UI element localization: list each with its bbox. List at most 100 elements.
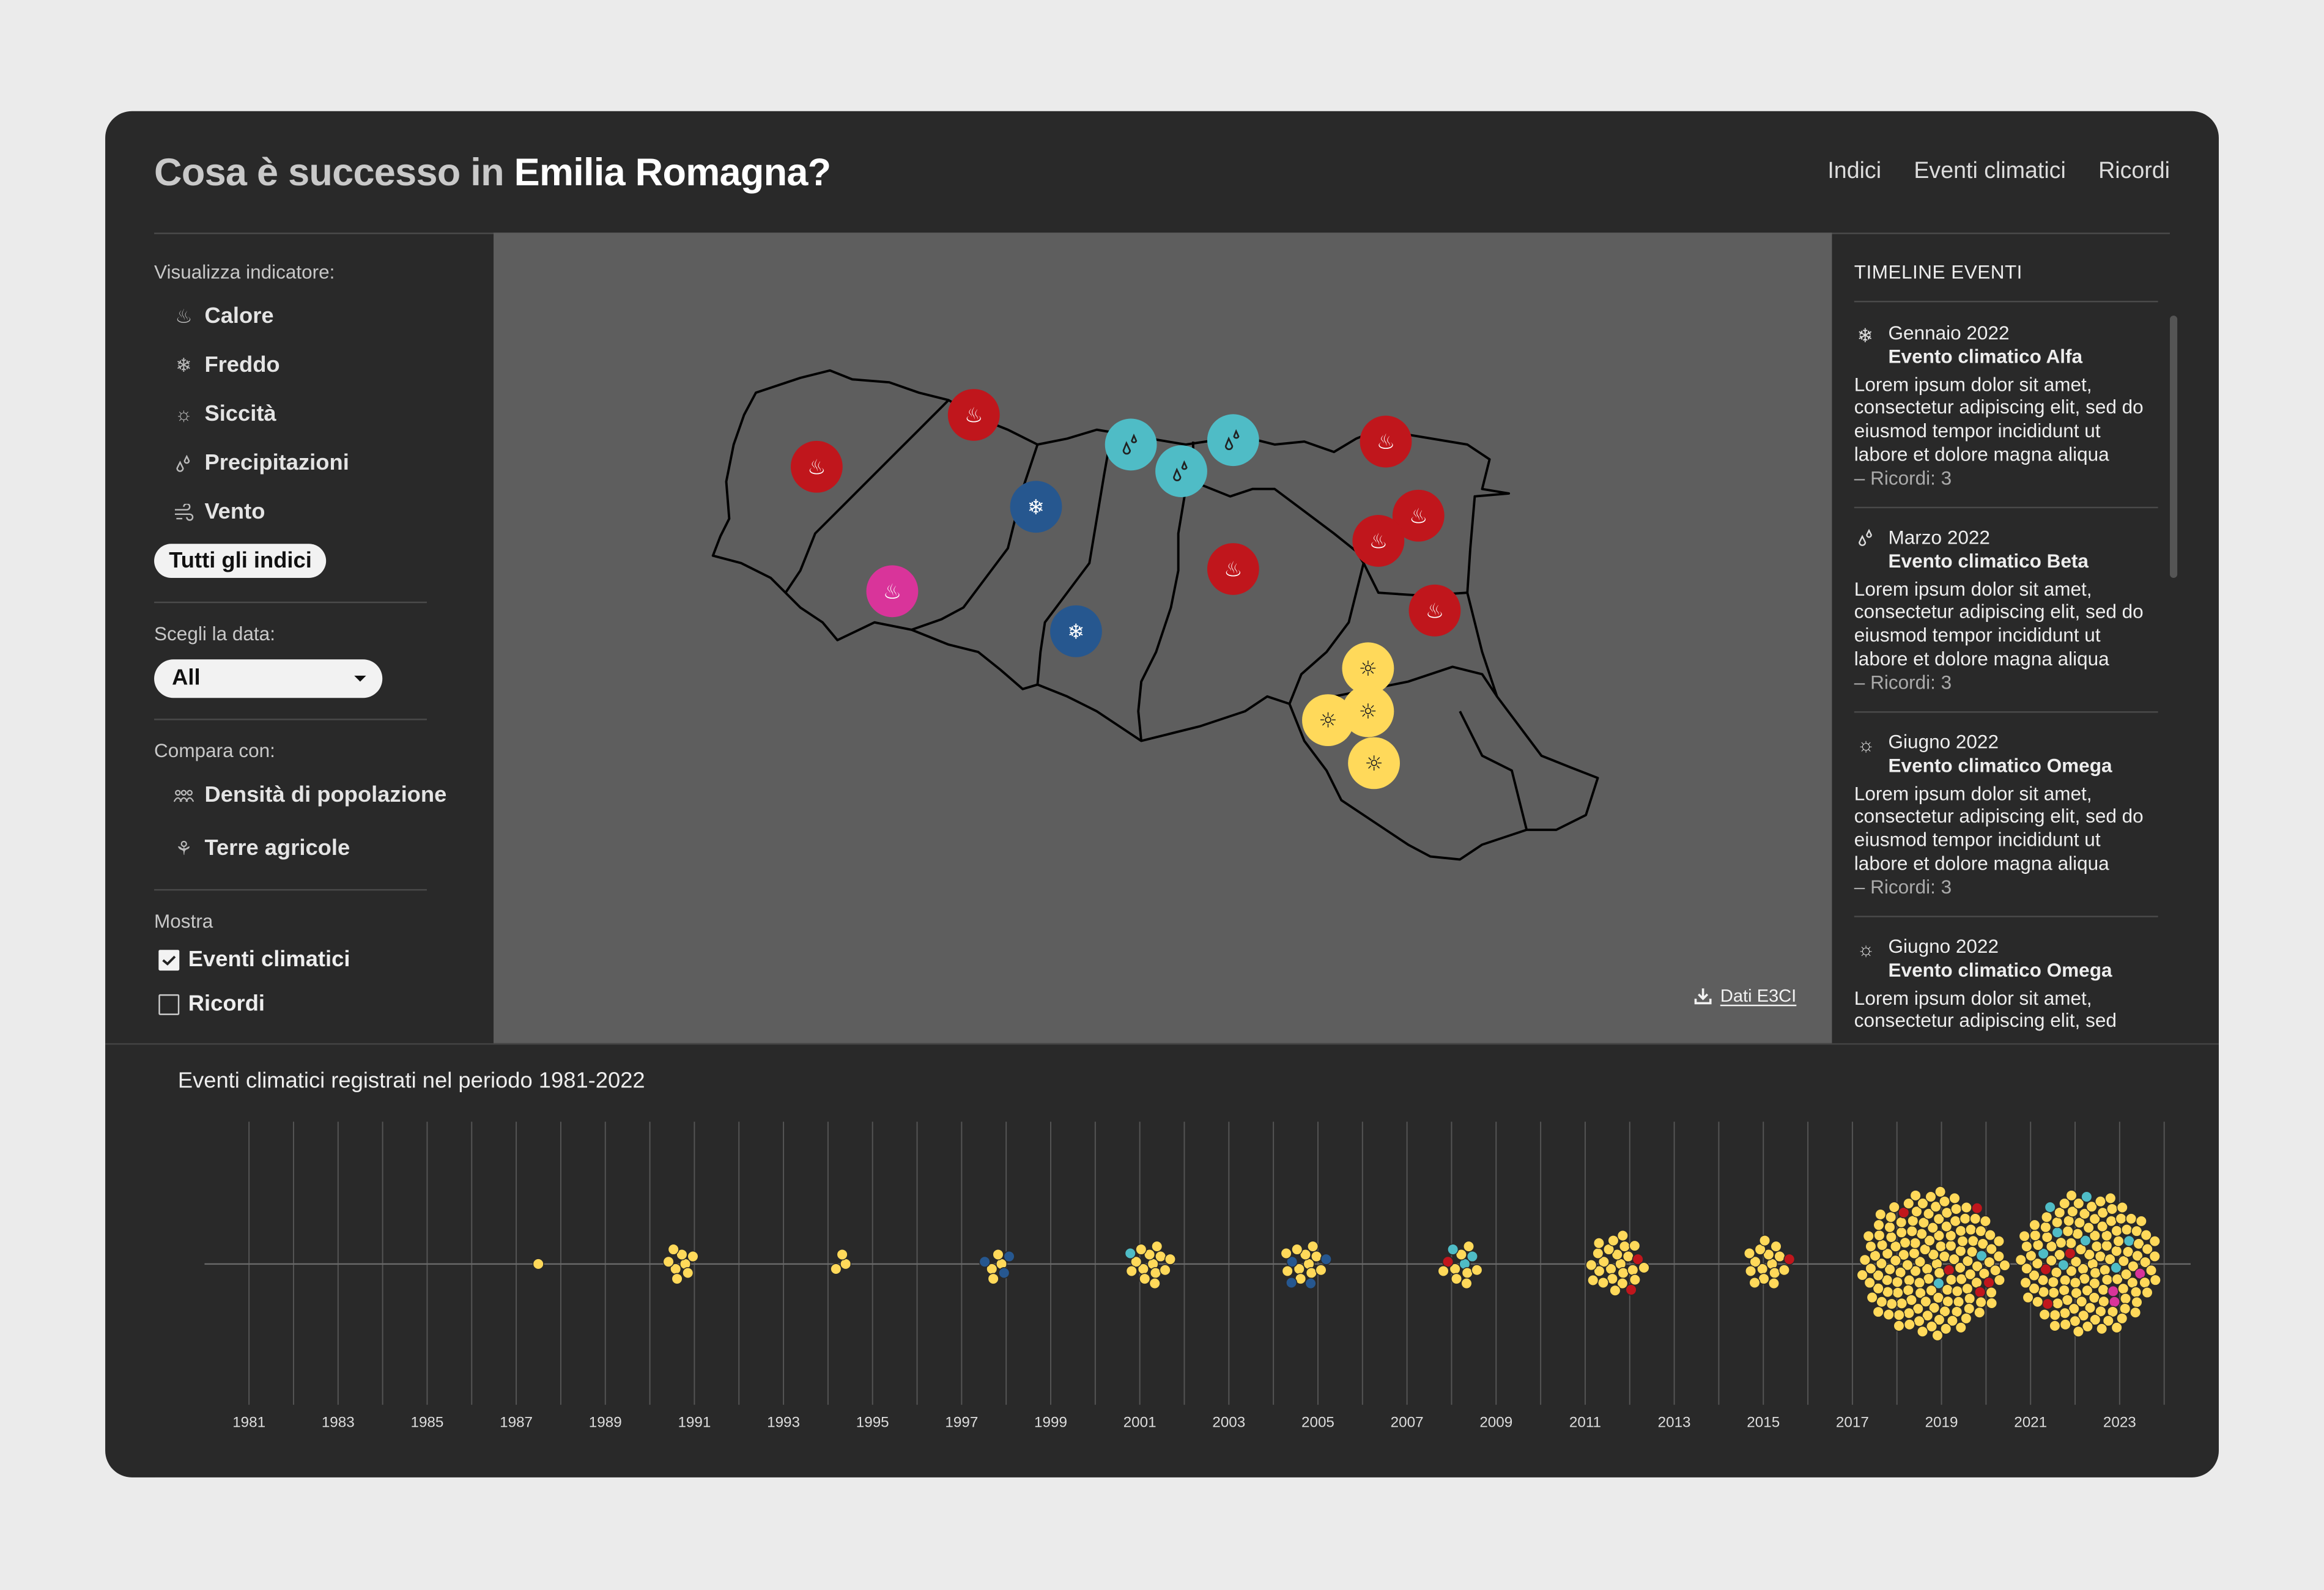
timeline-chart-title: Eventi climatici registrati nel periodo …	[177, 1068, 645, 1094]
checkbox-checked-icon[interactable]	[158, 948, 180, 970]
map-marker-calore[interactable]: ♨	[1352, 515, 1405, 567]
map-panel[interactable]: ♨ ♨ ♨ ♨ ♨ ♨ ♨ ♨ ❄ ❄ ☼ ☼ ☼ ☼ Dati E3CI	[494, 232, 1832, 1043]
event-dot-siccita	[2089, 1230, 2101, 1241]
event-cluster[interactable]	[1856, 1186, 2011, 1342]
checkbox-eventi-climatici[interactable]: Eventi climatici	[158, 947, 350, 972]
map-marker-freddo[interactable]: ❄	[1050, 605, 1102, 657]
event-title: Evento climatico Omega	[1888, 753, 2112, 777]
event-item[interactable]: ☼ Giugno 2022 Evento climatico Omega Lorem…	[1854, 935, 2158, 1033]
event-dot-siccita	[1933, 1213, 1945, 1225]
region-map[interactable]: ♨ ♨ ♨ ♨ ♨ ♨ ♨ ♨ ❄ ❄ ☼ ☼ ☼ ☼	[494, 232, 1832, 1043]
map-marker-siccita[interactable]: ☼	[1348, 737, 1400, 789]
download-label[interactable]: Dati E3CI	[1720, 985, 1797, 1007]
event-cluster[interactable]	[1585, 1230, 1650, 1296]
map-marker-calore[interactable]: ♨	[1207, 543, 1259, 595]
event-cluster[interactable]	[2015, 1189, 2161, 1337]
top-nav: Indici Eventi climatici Ricordi	[1827, 158, 2170, 185]
event-dot-siccita	[2055, 1237, 2067, 1249]
event-dot-siccita	[2076, 1295, 2088, 1307]
event-dot-siccita	[2141, 1243, 2153, 1255]
event-dot-siccita	[2073, 1197, 2085, 1210]
panel-scrollbar[interactable]	[2170, 316, 2178, 579]
date-select[interactable]: All	[154, 659, 383, 698]
event-dot-siccita	[1918, 1216, 1930, 1229]
event-dot-siccita	[2121, 1224, 2133, 1236]
map-marker-calore[interactable]: ♨	[790, 440, 843, 493]
map-marker-siccita[interactable]: ☼	[1302, 694, 1354, 747]
map-marker-calore[interactable]: ♨	[947, 389, 1000, 441]
event-cluster[interactable]	[830, 1248, 852, 1275]
event-dot-precipitazioni	[1466, 1251, 1478, 1263]
event-dot-siccita	[1939, 1305, 1951, 1317]
event-dot-precipitazioni	[2044, 1201, 2056, 1213]
event-dot-siccita	[687, 1251, 699, 1263]
event-dot-siccita	[1460, 1278, 1473, 1290]
nav-eventi-climatici[interactable]: Eventi climatici	[1914, 158, 2066, 184]
compare-densita[interactable]: Densità di popolazione	[172, 782, 446, 808]
event-dot-siccita	[2082, 1222, 2095, 1234]
event-dot-siccita	[2095, 1305, 2107, 1317]
nav-ricordi[interactable]: Ricordi	[2098, 158, 2170, 184]
panel-divider	[1854, 915, 2158, 917]
event-dot-siccita	[1909, 1237, 1921, 1249]
event-cluster[interactable]	[1280, 1240, 1332, 1290]
checkbox-empty-icon[interactable]	[158, 993, 180, 1015]
indicator-siccita[interactable]: ☼ Siccità	[172, 402, 276, 427]
indicator-precipitazioni[interactable]: Precipitazioni	[172, 451, 349, 476]
event-item[interactable]: ☼ Giugno 2022 Evento climatico Omega Lorem…	[1854, 731, 2158, 899]
map-marker-precipitazioni[interactable]	[1207, 414, 1259, 467]
event-dot-siccita	[1749, 1255, 1761, 1268]
event-dot-siccita	[1307, 1240, 1319, 1252]
map-marker-precipitazioni[interactable]	[1105, 418, 1157, 471]
event-cluster[interactable]	[532, 1258, 544, 1270]
event-cluster[interactable]	[979, 1248, 1015, 1285]
event-dot-siccita	[1895, 1226, 1908, 1238]
event-dot-calore-intenso	[2109, 1296, 2120, 1308]
map-marker-calore[interactable]: ♨	[1360, 415, 1412, 468]
event-dot-siccita	[2045, 1240, 2057, 1252]
map-marker-siccita[interactable]: ☼	[1342, 685, 1394, 738]
event-dot-siccita	[2069, 1315, 2081, 1327]
event-dot-siccita	[2102, 1315, 2114, 1327]
indicator-label-text: Freddo	[204, 352, 280, 378]
event-dot-siccita	[1945, 1230, 1957, 1242]
event-dot-siccita	[1983, 1256, 1996, 1268]
map-marker-siccita[interactable]: ☼	[1342, 642, 1394, 695]
event-item[interactable]: Marzo 2022 Evento climatico Beta Lorem ip…	[1854, 526, 2158, 694]
nav-indici[interactable]: Indici	[1827, 158, 1882, 184]
indicator-freddo[interactable]: ❄ Freddo	[172, 352, 280, 378]
event-dot-siccita	[2062, 1225, 2074, 1237]
event-dot-siccita	[2059, 1197, 2071, 1210]
map-marker-calore-intenso[interactable]: ♨	[866, 565, 919, 618]
map-marker-calore[interactable]: ♨	[1408, 584, 1461, 637]
checkbox-ricordi[interactable]: Ricordi	[158, 991, 265, 1016]
event-dot-siccita	[1872, 1270, 1884, 1281]
event-dot-siccita	[2065, 1237, 2077, 1249]
event-item[interactable]: ❄ Gennaio 2022 Evento climatico Alfa Lorem…	[1854, 322, 2158, 490]
event-cluster[interactable]	[662, 1243, 699, 1285]
event-dot-siccita	[2048, 1287, 2060, 1299]
event-cluster[interactable]	[1437, 1240, 1483, 1290]
event-dot-siccita	[2049, 1309, 2061, 1321]
event-dot-siccita	[992, 1248, 1004, 1260]
compare-terre-agricole[interactable]: ⚘ Terre agricole	[172, 836, 350, 861]
event-dot-siccita	[1745, 1265, 1757, 1277]
event-dot-siccita	[2141, 1287, 2153, 1299]
event-cluster[interactable]	[1124, 1240, 1176, 1290]
map-marker-calore[interactable]: ♨	[1392, 489, 1445, 542]
event-dot-siccita	[1965, 1224, 1977, 1236]
download-data-link[interactable]: Dati E3CI	[1693, 985, 1796, 1006]
event-dot-siccita	[2125, 1213, 2137, 1225]
event-dot-siccita	[2130, 1306, 2142, 1318]
event-dot-siccita	[1629, 1274, 1641, 1286]
event-dot-siccita	[1961, 1255, 1974, 1267]
event-dot-siccita	[1280, 1248, 1292, 1259]
event-dot-siccita	[2052, 1297, 2063, 1309]
indicator-calore[interactable]: ♨ Calore	[172, 304, 273, 329]
map-marker-freddo[interactable]: ❄	[1010, 481, 1062, 533]
x-tick-label: 2017	[1836, 1414, 1869, 1430]
event-cluster[interactable]	[1744, 1235, 1796, 1290]
map-marker-precipitazioni[interactable]	[1155, 445, 1207, 497]
indicator-vento[interactable]: Vento	[172, 500, 265, 525]
all-indicators-button[interactable]: Tutti gli indici	[154, 544, 327, 579]
